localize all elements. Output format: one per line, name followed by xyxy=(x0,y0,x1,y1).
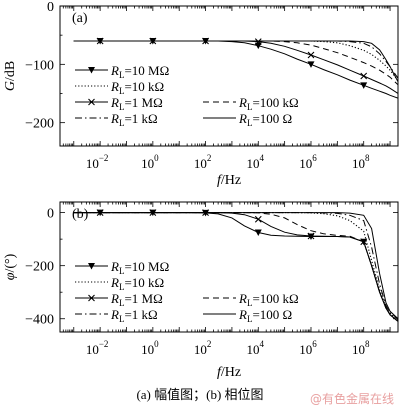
x-axis-label: f/Hz xyxy=(217,365,241,380)
legend-label: RL=100 Ω xyxy=(238,111,292,128)
legend-marker xyxy=(88,294,95,302)
data-point-marker xyxy=(360,82,368,89)
watermark: @有色金属在线 xyxy=(309,392,394,406)
legend-label: RL=100 kΩ xyxy=(238,291,299,308)
legend-label: RL=100 kΩ xyxy=(238,95,299,112)
plot-frame xyxy=(59,201,399,333)
legend-marker xyxy=(88,67,95,74)
x-tick-label: 10−2 xyxy=(86,339,109,357)
x-axis-label: f/Hz xyxy=(217,173,241,188)
x-tick-label: 104 xyxy=(247,153,265,171)
data-point-marker xyxy=(254,42,262,50)
legend-label: RL=10 MΩ xyxy=(110,63,169,80)
x-tick-label: 106 xyxy=(299,339,317,357)
legend-marker xyxy=(88,98,95,106)
data-point-marker xyxy=(307,61,315,68)
data-point-marker xyxy=(254,38,262,45)
y-tick-label: −100 xyxy=(25,58,54,73)
plot-frame xyxy=(59,5,399,147)
panel-a: 10−2 100 102 104 106 108 f/Hz 0 −100 −200 G/dB (a) R… xyxy=(3,0,399,188)
panel-b: 10−2 100 102 104 106 108 f/Hz 0 −200 −400 φ/(°) (b)… xyxy=(3,201,399,380)
series-line xyxy=(73,40,398,82)
data-point-marker xyxy=(254,215,262,223)
legend-label: RL=100 Ω xyxy=(238,307,292,324)
legend-label: RL=10 MΩ xyxy=(110,259,169,276)
legend-marker xyxy=(88,263,95,270)
legend-label: RL=1 kΩ xyxy=(110,307,158,324)
figure-caption: (a) 幅值图；(b) 相位图 xyxy=(136,387,264,402)
y-tick-label: −200 xyxy=(25,117,54,132)
x-tick-label: 102 xyxy=(194,153,212,171)
data-point-marker xyxy=(307,51,315,59)
x-tick-label: 106 xyxy=(299,153,317,171)
data-point-marker xyxy=(254,229,262,237)
legend-label: RL=10 kΩ xyxy=(110,275,164,292)
series-line xyxy=(73,40,398,83)
panel-label: (a) xyxy=(72,11,88,26)
y-tick-label: −200 xyxy=(25,260,54,275)
y-tick-label: −400 xyxy=(25,313,54,328)
y-axis-label: G/dB xyxy=(3,61,18,91)
y-tick-label: 0 xyxy=(47,0,54,15)
panel-label: (b) xyxy=(72,207,89,222)
series-line xyxy=(73,212,398,320)
legend-label: RL=10 kΩ xyxy=(110,79,164,96)
x-tick-label: 100 xyxy=(141,339,159,357)
y-axis-label: φ/(°) xyxy=(3,253,18,280)
x-tick-label: 10−2 xyxy=(86,153,109,171)
x-tick-label: 104 xyxy=(247,339,265,357)
data-point-marker xyxy=(307,233,315,240)
legend-label: RL=1 MΩ xyxy=(110,291,163,308)
data-point-marker xyxy=(307,232,315,240)
x-tick-label: 108 xyxy=(352,153,370,171)
x-tick-label: 100 xyxy=(141,153,159,171)
legend-label: RL=1 kΩ xyxy=(110,111,158,128)
x-tick-label: 102 xyxy=(194,339,212,357)
legend-label: RL=1 MΩ xyxy=(110,95,163,112)
series-group xyxy=(73,209,398,322)
data-point-marker xyxy=(360,72,368,80)
series-group xyxy=(73,37,398,99)
x-tick-label: 108 xyxy=(352,339,370,357)
y-tick-label: 0 xyxy=(47,207,54,222)
